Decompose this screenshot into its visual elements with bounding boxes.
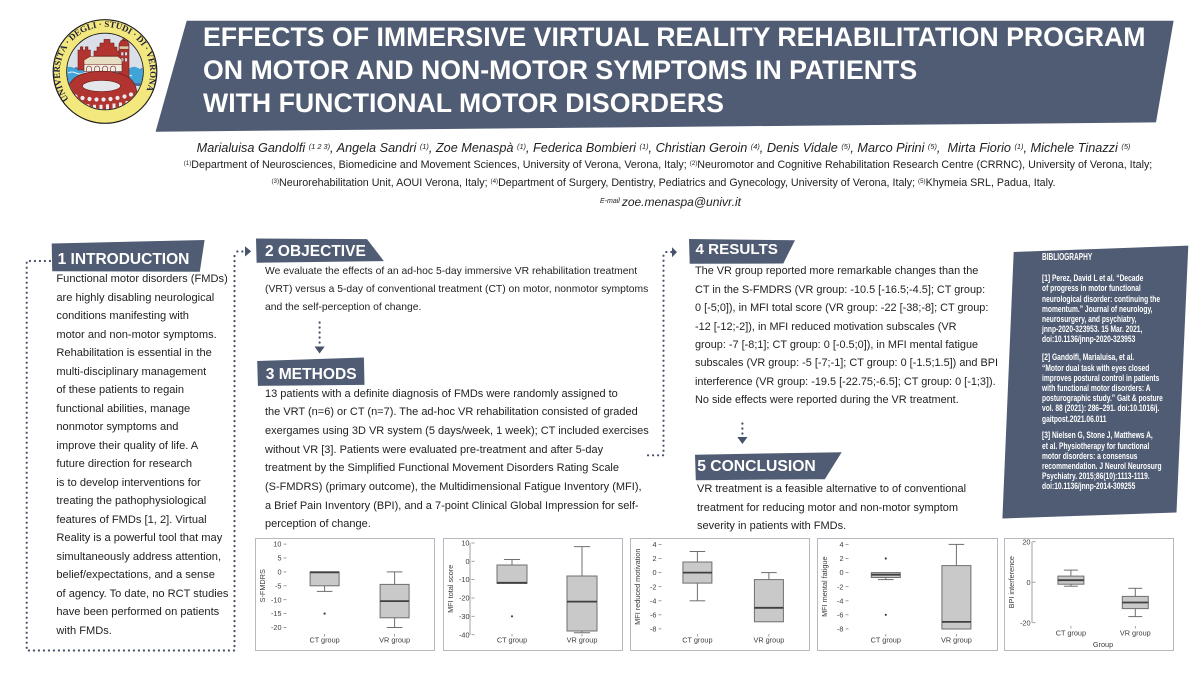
svg-text:VR group: VR group: [567, 636, 598, 645]
svg-text:-2: -2: [650, 582, 657, 591]
svg-text:-6: -6: [837, 610, 844, 619]
svg-text:0: 0: [277, 568, 281, 577]
svg-text:CT group: CT group: [871, 636, 901, 645]
svg-text:-40: -40: [459, 630, 470, 639]
svg-text:2: 2: [839, 554, 843, 563]
svg-text:0: 0: [1026, 578, 1030, 587]
svg-text:-30: -30: [459, 612, 470, 621]
svg-text:MFI total score: MFI total score: [446, 565, 455, 613]
svg-text:20: 20: [1022, 538, 1030, 546]
svg-text:4: 4: [839, 540, 843, 549]
svg-text:VR group: VR group: [1120, 629, 1151, 638]
svg-text:-5: -5: [275, 581, 282, 590]
svg-text:CT group: CT group: [1056, 629, 1086, 638]
svg-text:-10: -10: [459, 575, 470, 584]
svg-text:-20: -20: [459, 594, 470, 603]
svg-text:VR group: VR group: [379, 636, 410, 645]
svg-text:-6: -6: [650, 610, 657, 619]
svg-text:-15: -15: [271, 609, 282, 618]
svg-text:MFI mental fatigue: MFI mental fatigue: [820, 556, 829, 616]
svg-text:VR group: VR group: [753, 636, 784, 645]
svg-text:CT group: CT group: [497, 636, 527, 645]
svg-text:-4: -4: [650, 596, 657, 605]
svg-text:-8: -8: [837, 625, 844, 634]
svg-text:CT group: CT group: [682, 636, 712, 645]
svg-text:-10: -10: [271, 595, 282, 604]
svg-text:0: 0: [465, 557, 469, 566]
svg-text:0: 0: [652, 568, 656, 577]
svg-text:-2: -2: [837, 582, 844, 591]
svg-text:-20: -20: [271, 623, 282, 632]
svg-text:2: 2: [652, 554, 656, 563]
svg-text:4: 4: [652, 540, 656, 549]
svg-text:5: 5: [277, 554, 281, 563]
svg-text:-8: -8: [650, 625, 657, 634]
svg-text:0: 0: [839, 568, 843, 577]
svg-text:S-FMDRS: S-FMDRS: [258, 569, 267, 602]
svg-text:Group: Group: [1093, 640, 1113, 649]
svg-text:MFI reduced motivation: MFI reduced motivation: [633, 549, 642, 625]
svg-text:-4: -4: [837, 596, 844, 605]
svg-text:BPI interference: BPI interference: [1007, 556, 1016, 608]
svg-text:-20: -20: [1020, 618, 1031, 627]
svg-text:CT group: CT group: [309, 636, 339, 645]
svg-text:VR group: VR group: [941, 636, 972, 645]
svg-text:10: 10: [461, 539, 469, 548]
svg-text:10: 10: [273, 540, 281, 549]
